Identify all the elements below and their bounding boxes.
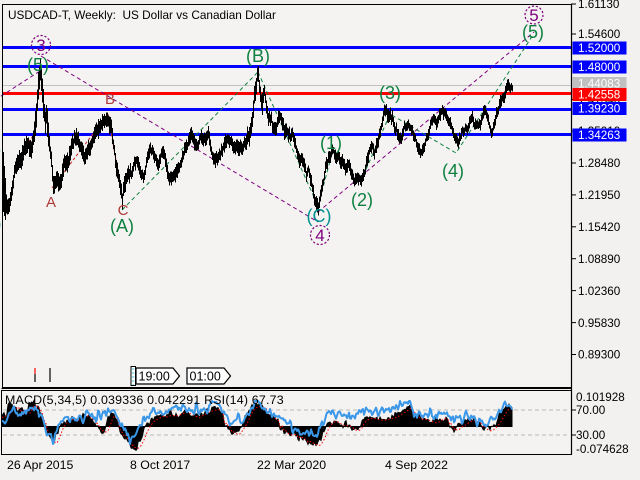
svg-text:(3): (3) [379, 83, 401, 103]
svg-text:(4): (4) [0, 142, 1, 159]
svg-text:1.39230: 1.39230 [578, 103, 621, 116]
svg-text:0.95830: 0.95830 [578, 317, 621, 330]
svg-text:1.52000: 1.52000 [578, 42, 621, 55]
svg-text:1.08890: 1.08890 [578, 253, 621, 266]
svg-text:(2): (2) [0, 214, 1, 233]
svg-text:(4): (4) [442, 161, 464, 181]
svg-text:(1): (1) [320, 133, 342, 153]
svg-text:0.101928: 0.101928 [576, 391, 625, 404]
svg-text:1.42558: 1.42558 [578, 89, 620, 102]
svg-text:1.34263: 1.34263 [578, 129, 620, 142]
svg-text:1.15420: 1.15420 [578, 221, 621, 234]
svg-text:(C): (C) [307, 206, 332, 226]
svg-text:1.44083: 1.44083 [578, 78, 620, 91]
svg-text:30.00: 30.00 [576, 429, 606, 442]
svg-text:B: B [105, 91, 115, 108]
svg-text:4: 4 [315, 226, 324, 245]
svg-text:4 Sep 2022: 4 Sep 2022 [385, 458, 448, 472]
svg-text:0.89300: 0.89300 [578, 349, 621, 362]
svg-text:70.00: 70.00 [576, 404, 606, 417]
svg-text:(A): (A) [110, 216, 134, 236]
svg-text:26 Apr 2015: 26 Apr 2015 [7, 458, 73, 472]
svg-text:5: 5 [529, 6, 538, 25]
svg-text:1.28480: 1.28480 [578, 157, 621, 170]
svg-text:01:00: 01:00 [190, 370, 221, 384]
svg-text:22 Mar 2020: 22 Mar 2020 [257, 458, 326, 472]
svg-text:(2): (2) [351, 190, 373, 210]
svg-text:3: 3 [36, 36, 45, 55]
svg-text:1.61130: 1.61130 [578, 0, 620, 11]
svg-text:C: C [118, 202, 129, 219]
svg-text:(5): (5) [522, 22, 544, 42]
svg-text:8 Oct 2017: 8 Oct 2017 [130, 458, 190, 472]
svg-text:1.48000: 1.48000 [578, 61, 621, 74]
svg-text:A: A [46, 194, 56, 211]
svg-text:(B): (B) [246, 46, 270, 66]
svg-text:1.54600: 1.54600 [578, 28, 621, 41]
svg-text:1.21950: 1.21950 [578, 189, 621, 202]
svg-text:-0.074628: -0.074628 [576, 443, 629, 456]
svg-text:USDCAD-T, Weekly: US Dollar v: USDCAD-T, Weekly: US Dollar vs Canadian … [8, 8, 276, 22]
svg-text:(5): (5) [27, 55, 49, 75]
svg-text:1.02360: 1.02360 [578, 285, 621, 298]
svg-text:MACD(5,34,5) 0.039336 0.042291: MACD(5,34,5) 0.039336 0.042291 RSI(14) 6… [5, 393, 284, 407]
svg-text:19:00: 19:00 [139, 370, 170, 384]
